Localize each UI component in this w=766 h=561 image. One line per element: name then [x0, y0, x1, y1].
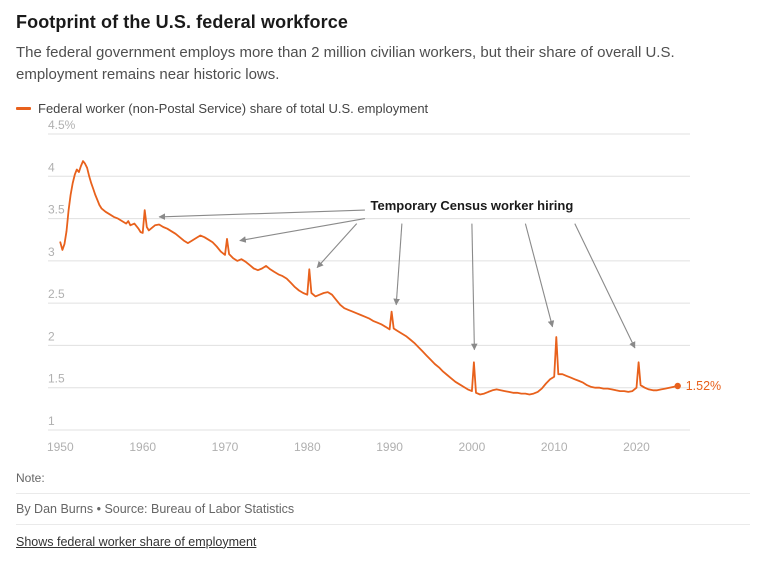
legend-label: Federal worker (non-Postal Service) shar…: [38, 100, 429, 116]
y-axis-label: 4: [48, 160, 55, 174]
chart-footer: Note: By Dan Burns • Source: Bureau of L…: [16, 467, 750, 551]
chart-title: Footprint of the U.S. federal workforce: [16, 12, 348, 32]
annotation-arrow: [393, 223, 403, 305]
x-axis-label: 2000: [459, 440, 486, 454]
annotation-text: Temporary Census worker hiring: [371, 198, 574, 213]
y-axis-label: 2.5: [48, 287, 65, 301]
annotation-arrow: [239, 217, 365, 243]
y-axis-label: 3.5: [48, 202, 65, 216]
footer-link-row: Shows federal worker share of employment: [16, 523, 750, 551]
x-axis-label: 2010: [541, 440, 568, 454]
end-value-label: 1.52%: [686, 379, 721, 393]
annotation-arrow: [574, 222, 636, 348]
note-label: Note:: [16, 470, 45, 485]
chart-area: 1 1.5 2 2.5 3 3.5 4 4.5% 1950 1960 1970 1980 1990 200…: [16, 118, 752, 463]
y-axis-label: 1.5: [48, 371, 65, 385]
y-axis-label: 4.5%: [48, 118, 76, 132]
federal-workforce-line-chart: 1 1.5 2 2.5 3 3.5 4 4.5% 1950 1960 1970 1980 1990 200…: [47, 118, 721, 454]
x-axis-label: 1970: [212, 440, 239, 454]
footer-link[interactable]: Shows federal worker share of employment: [16, 534, 257, 549]
chart-subtitle: The federal government employs more than…: [16, 44, 675, 83]
x-axis-label: 1980: [294, 440, 321, 454]
annotation-arrow: [524, 222, 555, 327]
annotation-arrow: [470, 223, 478, 350]
annotation-arrow: [158, 209, 365, 220]
series-line: [59, 159, 679, 395]
x-axis-label: 1950: [47, 440, 74, 454]
legend-line-swatch-icon: [16, 106, 31, 110]
x-axis-label: 1960: [129, 440, 156, 454]
annotation-arrow: [316, 222, 358, 268]
legend: Federal worker (non-Postal Service) shar…: [16, 101, 750, 116]
y-axis-label: 2: [48, 329, 55, 343]
byline-source: By Dan Burns • Source: Bureau of Labor S…: [16, 492, 750, 524]
y-axis-label: 1: [48, 414, 55, 428]
x-axis-label: 1990: [376, 440, 403, 454]
x-axis-label: 2020: [623, 440, 650, 454]
end-point-marker: [674, 382, 681, 389]
y-axis-label: 3: [48, 244, 55, 258]
